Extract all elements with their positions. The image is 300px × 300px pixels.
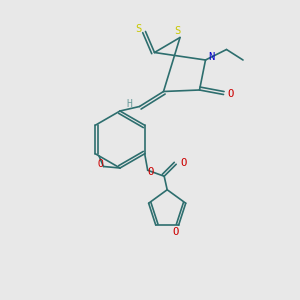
Text: S: S [135,23,141,34]
Text: S: S [174,26,180,36]
Text: O: O [98,159,103,169]
Text: H: H [126,99,132,109]
Text: O: O [148,167,154,177]
Text: N: N [208,52,214,62]
Text: O: O [172,226,179,237]
Text: O: O [228,89,234,100]
Text: O: O [181,158,187,168]
